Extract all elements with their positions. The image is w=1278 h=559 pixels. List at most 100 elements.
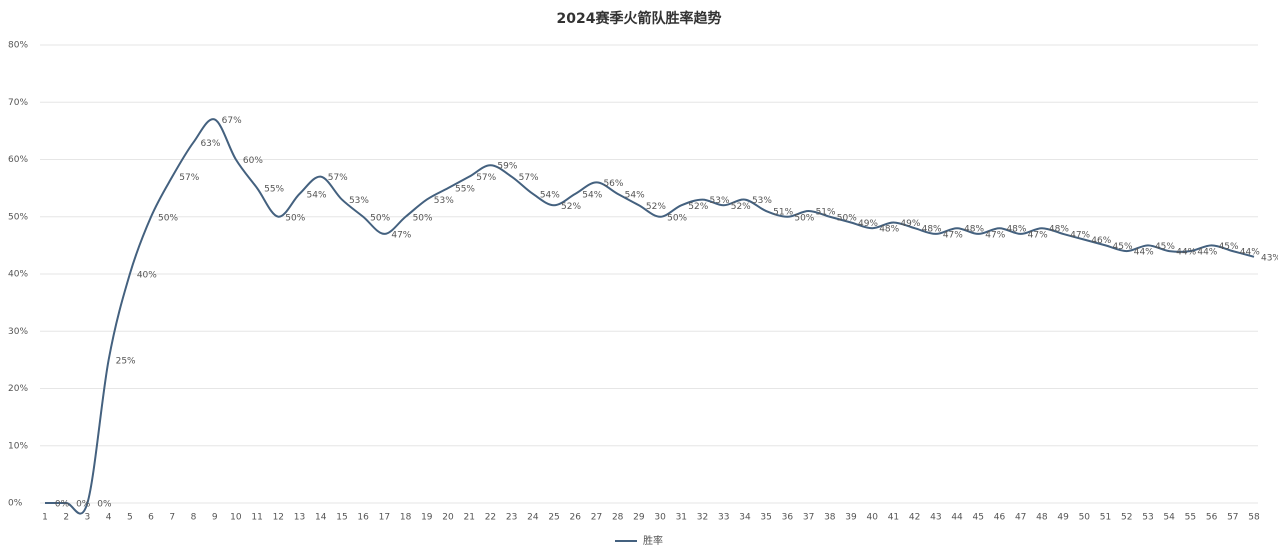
y-tick-label: 50% — [8, 212, 28, 222]
x-tick-label: 5 — [127, 513, 133, 523]
data-label: 45% — [1113, 242, 1133, 252]
x-tick-label: 56 — [1206, 513, 1218, 523]
data-label: 52% — [561, 202, 581, 212]
data-label: 53% — [434, 196, 454, 206]
x-tick-label: 50 — [1079, 513, 1091, 523]
data-label: 44% — [1134, 248, 1154, 258]
x-tick-label: 53 — [1142, 513, 1153, 523]
x-tick-label: 36 — [782, 513, 794, 523]
data-label: 54% — [540, 190, 560, 200]
data-label: 49% — [900, 219, 920, 229]
data-label: 57% — [328, 173, 348, 183]
data-label: 63% — [200, 139, 220, 149]
y-tick-label: 0% — [8, 499, 23, 509]
data-label: 57% — [519, 173, 539, 183]
data-label: 57% — [476, 173, 496, 183]
x-tick-label: 24 — [527, 513, 539, 523]
x-tick-label: 17 — [379, 513, 390, 523]
x-tick-label: 49 — [1057, 513, 1069, 523]
chart-title: 2024赛季火箭队胜率趋势 — [557, 10, 722, 27]
data-label: 47% — [1070, 230, 1090, 240]
x-tick-label: 39 — [845, 513, 857, 523]
data-label: 0% — [76, 500, 91, 510]
y-tick-label: 80% — [8, 41, 28, 51]
x-tick-label: 47 — [1015, 513, 1026, 523]
x-tick-label: 54 — [1163, 513, 1175, 523]
x-tick-label: 44 — [951, 513, 963, 523]
x-tick-label: 23 — [506, 513, 517, 523]
x-tick-label: 58 — [1248, 513, 1260, 523]
data-label: 44% — [1240, 248, 1260, 258]
data-label: 50% — [667, 213, 687, 223]
x-tick-label: 28 — [612, 513, 624, 523]
x-tick-label: 25 — [548, 513, 559, 523]
data-label: 48% — [964, 225, 984, 235]
data-label: 47% — [1028, 230, 1048, 240]
data-label: 40% — [137, 271, 157, 281]
line — [45, 118, 1255, 515]
data-label: 48% — [1006, 225, 1026, 235]
y-tick-label: 60% — [8, 155, 28, 165]
data-label: 25% — [116, 356, 136, 366]
x-tick-label: 26 — [570, 513, 582, 523]
x-tick-label: 35 — [760, 513, 771, 523]
data-label: 55% — [264, 185, 284, 195]
data-label: 44% — [1197, 248, 1217, 258]
x-tick-label: 20 — [442, 513, 454, 523]
data-label: 55% — [455, 185, 475, 195]
x-tick-label: 7 — [169, 513, 175, 523]
x-tick-label: 31 — [676, 513, 687, 523]
data-label: 50% — [794, 213, 814, 223]
x-tick-label: 52 — [1121, 513, 1132, 523]
x-tick-label: 14 — [315, 513, 327, 523]
x-tick-label: 33 — [718, 513, 729, 523]
data-label: 53% — [710, 196, 730, 206]
data-label: 67% — [222, 116, 242, 126]
x-tick-label: 37 — [803, 513, 814, 523]
x-tick-label: 15 — [336, 513, 347, 523]
legend-label: 胜率 — [643, 534, 663, 547]
data-label: 50% — [285, 213, 305, 223]
data-label: 52% — [688, 202, 708, 212]
y-tick-label: 10% — [8, 441, 28, 451]
data-label: 47% — [391, 230, 411, 240]
x-tick-label: 41 — [888, 513, 899, 523]
x-tick-label: 57 — [1227, 513, 1238, 523]
x-tick-label: 45 — [973, 513, 984, 523]
data-label: 50% — [158, 213, 178, 223]
x-tick-label: 42 — [909, 513, 920, 523]
x-tick-label: 32 — [697, 513, 708, 523]
data-label: 57% — [179, 173, 199, 183]
y-tick-label: 20% — [8, 384, 28, 394]
x-tick-label: 55 — [1185, 513, 1196, 523]
x-tick-label: 2 — [63, 513, 69, 523]
data-label: 50% — [370, 213, 390, 223]
x-tick-label: 8 — [191, 513, 197, 523]
data-label: 54% — [625, 190, 645, 200]
data-label: 47% — [985, 230, 1005, 240]
data-label: 53% — [349, 196, 369, 206]
x-tick-label: 21 — [463, 513, 474, 523]
x-tick-label: 51 — [1100, 513, 1111, 523]
x-tick-label: 4 — [106, 513, 112, 523]
x-tick-label: 11 — [251, 513, 262, 523]
x-tick-label: 16 — [357, 513, 369, 523]
data-label: 52% — [646, 202, 666, 212]
data-label: 53% — [752, 196, 772, 206]
y-tick-label: 40% — [8, 270, 28, 280]
data-label: 50% — [837, 213, 857, 223]
y-tick-label: 30% — [8, 327, 28, 337]
data-label: 43% — [1261, 253, 1278, 263]
x-tick-label: 29 — [633, 513, 645, 523]
x-tick-label: 1 — [42, 513, 48, 523]
x-tick-label: 3 — [85, 513, 91, 523]
data-label: 48% — [1049, 225, 1069, 235]
data-label: 50% — [413, 213, 433, 223]
x-tick-label: 19 — [421, 513, 433, 523]
data-label: 48% — [879, 225, 899, 235]
x-tick-label: 34 — [739, 513, 751, 523]
x-tick-label: 27 — [591, 513, 602, 523]
data-label: 59% — [497, 162, 517, 172]
data-label: 45% — [1155, 242, 1175, 252]
